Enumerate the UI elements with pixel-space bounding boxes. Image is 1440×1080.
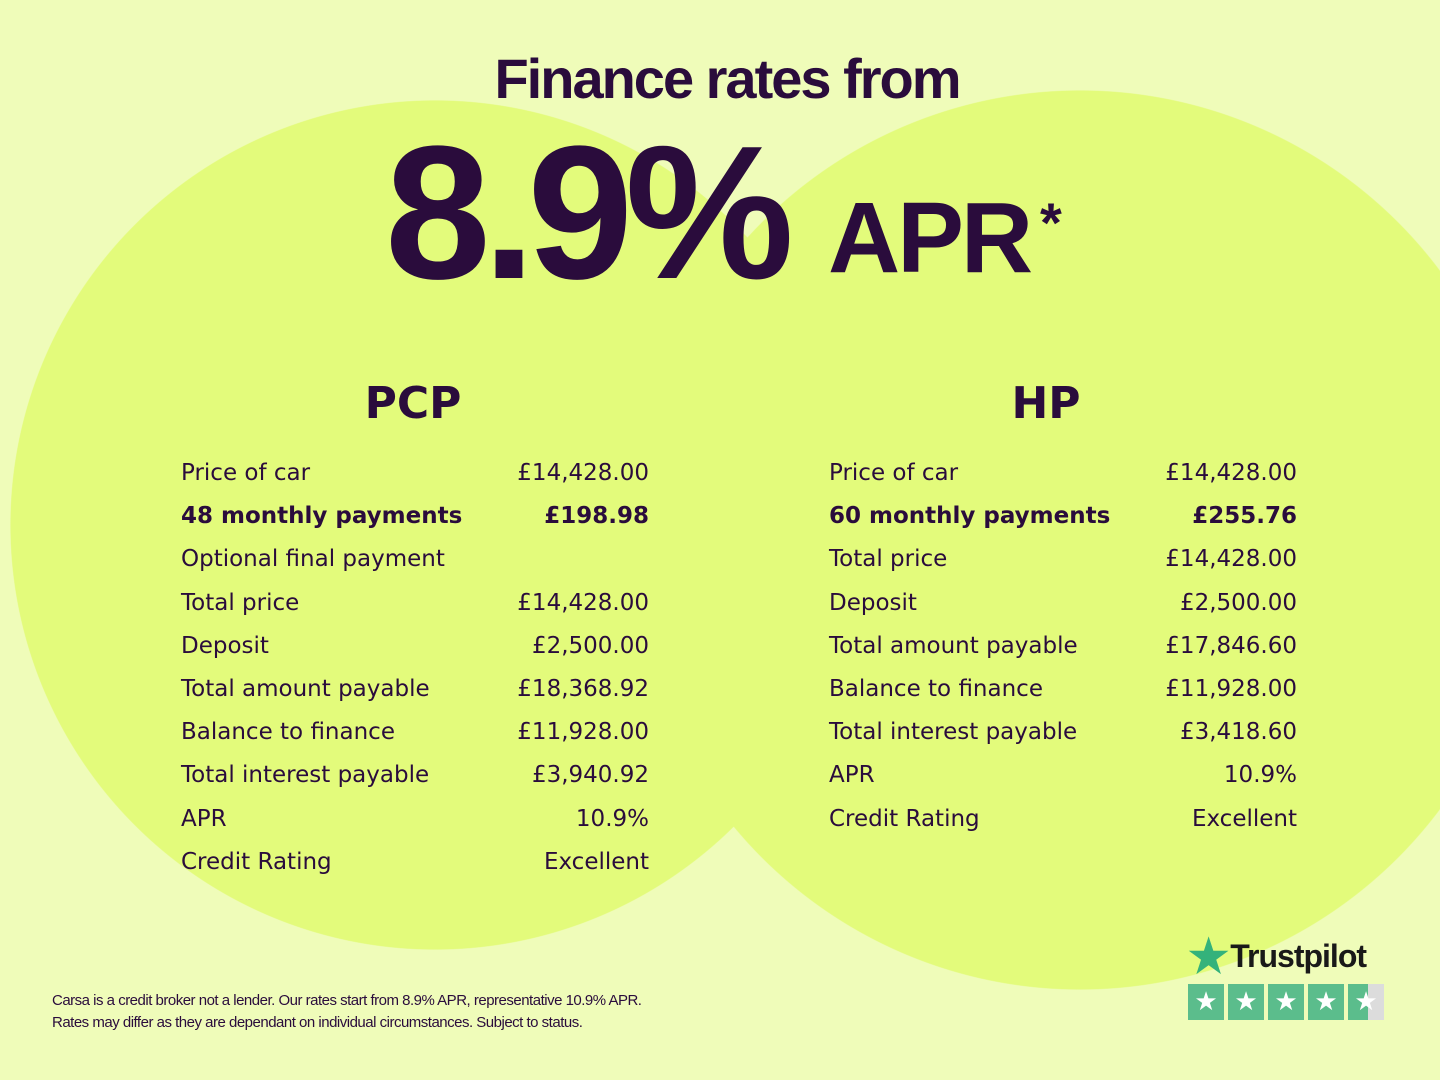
row-value: £11,928.00 — [1165, 675, 1297, 702]
table-row: Price of car £14,428.00 — [829, 458, 1297, 501]
rating-star-icon: ★ — [1188, 984, 1224, 1020]
row-label: Total interest payable — [181, 762, 430, 789]
table-row: 48 monthly payments £198.98 — [181, 501, 649, 544]
row-value: £2,500.00 — [531, 632, 649, 659]
row-label: Price of car — [181, 460, 311, 486]
row-value: £11,928.00 — [517, 719, 649, 746]
row-label: Balance to finance — [181, 719, 395, 746]
table-row: Balance to finance £11,928.00 — [181, 717, 649, 760]
row-label: Total amount payable — [181, 675, 430, 702]
row-value: Excellent — [543, 848, 649, 875]
table-row: Deposit £2,500.00 — [829, 588, 1297, 631]
row-value: £255.76 — [1192, 503, 1297, 530]
row-label: Credit Rating — [181, 848, 332, 875]
row-label: Total amount payable — [829, 632, 1078, 659]
row-label: Optional final payment — [181, 546, 445, 573]
rating-star-icon: ★ — [1268, 984, 1304, 1020]
row-value: £198.98 — [544, 503, 649, 530]
table-row: Total amount payable £18,368.92 — [181, 674, 649, 717]
row-label: Total price — [829, 546, 948, 573]
row-value: £14,428.00 — [1165, 460, 1297, 486]
table-row: APR 10.9% — [181, 804, 649, 847]
row-label: 48 monthly payments — [181, 503, 463, 530]
disclaimer: Carsa is a credit broker not a lender. O… — [52, 990, 642, 1034]
hp-heading: HP — [1011, 378, 1081, 429]
table-row: Optional final payment — [181, 544, 649, 587]
disclaimer-line-2: Rates may differ as they are dependant o… — [52, 1014, 583, 1031]
table-row: Deposit £2,500.00 — [181, 631, 649, 674]
table-row: Price of car £14,428.00 — [181, 458, 649, 501]
trustpilot-name: Trustpilot — [1230, 937, 1367, 974]
row-label: APR — [181, 805, 227, 832]
rating-star-icon: ★ — [1308, 984, 1344, 1020]
row-label: Credit Rating — [829, 805, 980, 832]
row-value: Excellent — [1191, 805, 1297, 832]
row-label: Deposit — [181, 632, 269, 659]
row-value: 10.9% — [1223, 762, 1297, 789]
trustpilot-rating: ★ ★ ★ ★ ★ — [1188, 984, 1384, 1020]
table-row: Credit Rating Excellent — [829, 804, 1297, 847]
pcp-heading: PCP — [364, 378, 462, 429]
table-row: 60 monthly payments £255.76 — [829, 501, 1297, 544]
row-value: £3,940.92 — [531, 762, 649, 789]
row-label: Total interest payable — [829, 719, 1078, 746]
table-row: Total amount payable £17,846.60 — [829, 631, 1297, 674]
headline-apr: APR — [828, 182, 1033, 294]
row-label: Total price — [181, 589, 300, 616]
disclaimer-line-1: Carsa is a credit broker not a lender. O… — [52, 992, 642, 1009]
row-value: 10.9% — [575, 805, 649, 832]
hp-table: Price of car £14,428.00 60 monthly payment… — [829, 458, 1297, 847]
trustpilot-badge: ★ Trustpilot ★ ★ ★ ★ ★ — [1188, 930, 1384, 1020]
row-value: £17,846.60 — [1165, 632, 1297, 659]
table-row: Credit Rating Excellent — [181, 847, 649, 890]
table-row: Balance to finance £11,928.00 — [829, 674, 1297, 717]
headline-title: Finance rates from — [494, 47, 961, 110]
row-value: £14,428.00 — [517, 589, 649, 616]
rating-star-icon: ★ — [1228, 984, 1264, 1020]
row-label: Balance to finance — [829, 675, 1043, 702]
row-value: £18,368.92 — [517, 675, 649, 702]
table-row: APR 10.9% — [829, 760, 1297, 803]
row-label: APR — [829, 762, 875, 789]
row-value: £3,418.60 — [1179, 719, 1297, 746]
row-value: £14,428.00 — [517, 460, 649, 486]
row-value: £2,500.00 — [1179, 589, 1297, 616]
row-label: Deposit — [829, 589, 917, 616]
row-label: Price of car — [829, 460, 959, 486]
row-value: £14,428.00 — [1165, 546, 1297, 573]
rating-star-icon: ★ — [1348, 984, 1384, 1020]
row-label: 60 monthly payments — [829, 503, 1111, 530]
headline-asterisk: * — [1040, 191, 1062, 254]
table-row: Total interest payable £3,940.92 — [181, 760, 649, 803]
trustpilot-star-icon: ★ — [1188, 930, 1229, 982]
table-row: Total price £14,428.00 — [829, 544, 1297, 587]
pcp-table: Price of car £14,428.00 48 monthly payment… — [181, 458, 649, 890]
table-row: Total interest payable £3,418.60 — [829, 717, 1297, 760]
table-row: Total price £14,428.00 — [181, 588, 649, 631]
headline-rate: 8.9% — [385, 107, 794, 319]
